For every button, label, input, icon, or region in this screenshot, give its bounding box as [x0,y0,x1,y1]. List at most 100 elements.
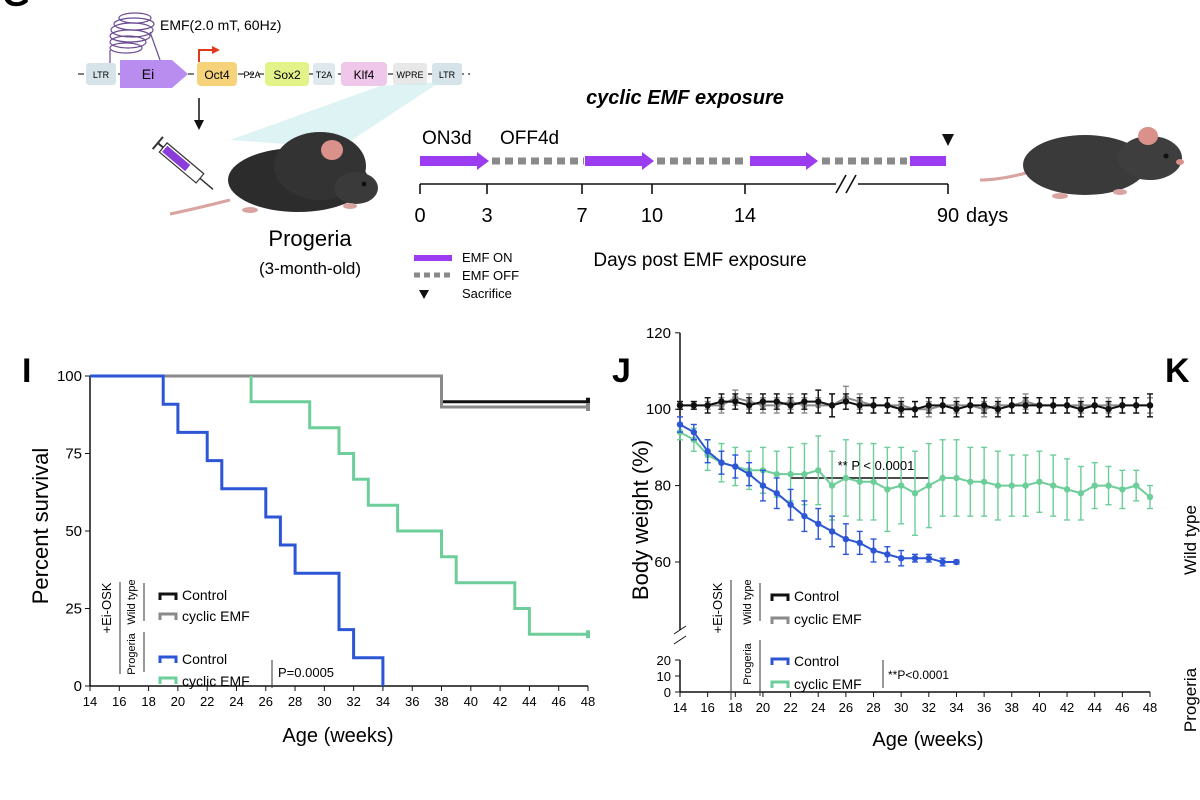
survival-legend: +Ei-OSK Wild type Progeria Control cycli… [99,579,334,689]
censor-mark [586,403,590,411]
off-period-label: OFF4d [500,128,559,149]
x-tick-label: 46 [551,694,565,709]
weight-point [884,402,891,409]
y-tick-label: 100 [646,401,671,418]
censor-mark [586,630,590,639]
weight-point [925,554,933,562]
weight-point [939,402,946,409]
x-tick-label: 48 [1143,700,1157,715]
weight-point [870,547,877,554]
construct-p2a: P2A [243,70,260,80]
weight-point [1008,402,1015,409]
weight-point [1022,402,1029,409]
weight-point [815,520,822,527]
y-tick-label: 0 [664,685,671,700]
weight-point [815,467,822,474]
weight-point [911,554,919,562]
weight-point [801,512,808,520]
timeline-schedule [420,134,954,170]
weight-point [718,459,725,466]
weight-point [967,478,974,485]
bodyweight-ylabel: Body weight (%) [628,440,653,600]
y-tick-label: 10 [657,669,671,684]
construct-t2a: T2A [316,70,333,80]
y-tick-label: 50 [65,523,82,540]
weight-point [994,406,1002,413]
weight-point [1063,402,1071,409]
weight-point [828,482,836,489]
legend-group-wildtype: Wild type [126,579,138,624]
timeline-tick: 10 [641,205,663,227]
construct-ltr-right: LTR [439,70,456,80]
weight-point [870,402,877,409]
weight-point [953,558,960,566]
timeline-tick: 14 [734,205,756,227]
legend-entry: cyclic EMF [182,608,250,624]
legend-outer-label: +Ei-OSK [99,582,114,633]
weight-point [745,402,753,409]
x-tick-label: 20 [171,694,185,709]
weight-point [925,402,933,409]
x-tick-label: 42 [493,694,507,709]
weight-point [1132,402,1140,409]
weight-point [884,551,891,558]
weight-point [690,428,698,436]
weight-point [842,535,850,543]
x-tick-label: 40 [1032,700,1046,715]
weight-point [980,402,988,409]
weight-point [676,421,684,428]
weight-point [676,402,684,409]
weight-point [1119,486,1126,493]
timeline-title: cyclic EMF exposure [586,87,784,109]
construct-ei: Ei [142,66,154,82]
timeline-tick: 0 [414,205,425,227]
axis-break-mark [673,625,687,635]
weight-point [911,406,919,413]
weight-point [884,486,891,493]
timeline-legend: EMF ON EMF OFF Sacrifice [414,250,519,301]
weight-point [773,398,780,405]
timeline-tick: 7 [576,205,587,227]
panel-k-side-label: Wild type [1181,505,1200,575]
x-tick-label: 22 [783,700,797,715]
legend-entry: cyclic EMF [182,673,250,689]
construct-wpre: WPRE [397,70,424,80]
y-tick-label: 20 [657,653,671,668]
weight-point [925,482,933,489]
weight-point [1008,482,1015,489]
weight-point [1063,486,1071,493]
weight-point [842,474,850,482]
promoter-arrow-icon [212,46,220,54]
weight-point [856,402,863,409]
x-tick-label: 18 [728,700,742,715]
weight-point [856,539,863,547]
sacrifice-marker-icon [942,134,954,146]
x-tick-label: 48 [581,694,595,709]
weight-point [801,470,808,478]
weight-point [773,470,780,478]
weight-point [1146,402,1154,409]
syringe-icon [151,136,214,190]
x-tick-label: 28 [866,700,880,715]
x-tick-label: 24 [229,694,243,709]
legend-outer-label: +Ei-OSK [710,582,725,633]
weight-point [1050,402,1057,409]
weight-point [815,398,822,405]
body-weight-chart: 14 16 18 20 22 24 26 28 30 32 34 36 38 40 42 44 46 480102… [646,325,1157,715]
weight-point [787,470,794,478]
weight-point [801,398,808,405]
x-tick-label: 32 [922,700,936,715]
weight-point [773,490,780,497]
y-tick-label: 60 [654,554,671,571]
weight-point [953,474,960,482]
x-tick-label: 24 [811,700,825,715]
x-tick-label: 14 [673,700,687,715]
weight-point [1091,482,1098,489]
x-tick-label: 22 [200,694,214,709]
panel-k-side-label: Progeria [1181,667,1200,732]
weight-point [1050,482,1057,489]
weight-point [842,398,850,405]
x-tick-label: 14 [83,694,97,709]
x-tick-label: 46 [1115,700,1129,715]
